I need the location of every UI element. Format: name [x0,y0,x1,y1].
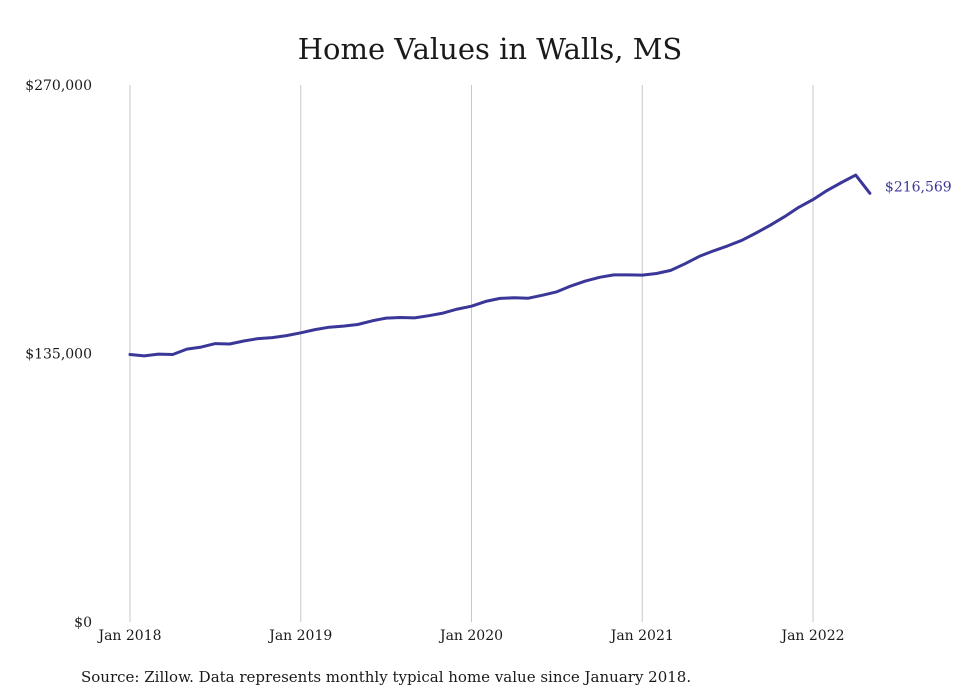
source-note: Source: Zillow. Data represents monthly … [81,668,692,686]
grid-layer [129,85,814,622]
series-line [128,173,872,358]
end-value-label: $216,569 [885,179,952,195]
y-tick-label: $135,000 [25,347,92,363]
x-tick-label: Jan 2018 [96,628,161,644]
data-label-layer: $216,569 [885,179,952,195]
y-tick-label: $0 [74,615,92,631]
x-tick-label: Jan 2022 [779,628,844,644]
x-tick-label: Jan 2019 [267,628,332,644]
x-tick-label: Jan 2020 [438,628,503,644]
series-layer [128,173,872,358]
x-tick-label: Jan 2021 [609,628,674,644]
y-tick-label: $270,000 [25,78,92,94]
x-axis-ticks: Jan 2018 Jan 2019 Jan 2020 Jan 2021 Jan 2022 [96,628,844,644]
y-axis-ticks: $270,000 $135,000 $0 [25,78,92,631]
chart-title: Home Values in Walls, MS [297,32,683,66]
